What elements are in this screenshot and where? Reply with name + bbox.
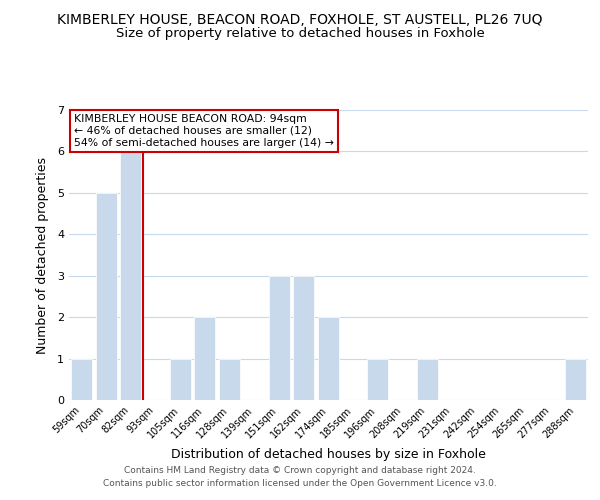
Y-axis label: Number of detached properties: Number of detached properties <box>35 156 49 354</box>
Text: KIMBERLEY HOUSE BEACON ROAD: 94sqm
← 46% of detached houses are smaller (12)
54%: KIMBERLEY HOUSE BEACON ROAD: 94sqm ← 46%… <box>74 114 334 148</box>
Bar <box>269 276 290 400</box>
Text: Size of property relative to detached houses in Foxhole: Size of property relative to detached ho… <box>116 28 484 40</box>
Bar <box>194 317 215 400</box>
X-axis label: Distribution of detached houses by size in Foxhole: Distribution of detached houses by size … <box>171 448 486 461</box>
Text: KIMBERLEY HOUSE, BEACON ROAD, FOXHOLE, ST AUSTELL, PL26 7UQ: KIMBERLEY HOUSE, BEACON ROAD, FOXHOLE, S… <box>57 12 543 26</box>
Bar <box>417 358 438 400</box>
Bar <box>170 358 191 400</box>
Bar <box>120 152 141 400</box>
Bar <box>367 358 388 400</box>
Bar <box>219 358 240 400</box>
Text: Contains HM Land Registry data © Crown copyright and database right 2024.
Contai: Contains HM Land Registry data © Crown c… <box>103 466 497 487</box>
Bar <box>71 358 92 400</box>
Bar <box>293 276 314 400</box>
Bar <box>95 193 116 400</box>
Bar <box>565 358 586 400</box>
Bar <box>318 317 339 400</box>
